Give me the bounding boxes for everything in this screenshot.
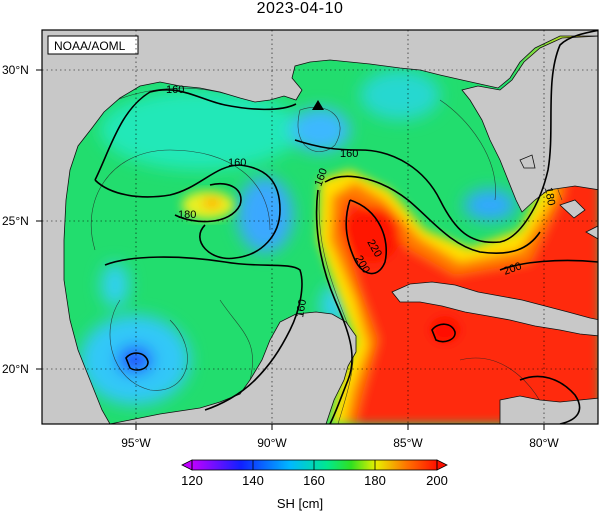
colorbar-tick: 180	[364, 473, 386, 488]
contour-label: 160	[294, 298, 309, 318]
contour-label: 180	[542, 186, 557, 206]
lat-label: 30°N	[2, 63, 29, 77]
major-contours	[94, 30, 598, 424]
map-field: NOAA/AOML 160 160 160 180 160 160 200 22…	[42, 30, 598, 424]
contour-label: 160	[313, 167, 331, 188]
colorbar	[181, 459, 448, 471]
attribution-box: NOAA/AOML	[47, 35, 139, 55]
contour-label: 160	[340, 148, 358, 160]
contour-label: 180	[178, 209, 196, 221]
colorbar-min-arrow	[181, 459, 193, 471]
lon-label: 85°W	[393, 436, 423, 450]
lon-label: 95°W	[121, 436, 151, 450]
longitude-labels: 95°W 90°W 85°W 80°W	[121, 436, 559, 450]
contour-labels: 160 160 160 180 160 160 200 220 200 180	[166, 84, 557, 319]
latitude-labels: 30°N 25°N 20°N	[2, 63, 29, 376]
colorbar-max-arrow	[436, 459, 448, 471]
contour-label: 160	[166, 84, 184, 96]
lon-label: 80°W	[529, 436, 559, 450]
colorbar-tick: 120	[181, 473, 203, 488]
lat-label: 25°N	[2, 214, 29, 228]
attribution-text: NOAA/AOML	[54, 39, 126, 53]
lon-label: 90°W	[257, 436, 287, 450]
map-frame	[41, 29, 599, 425]
colorbar-label: SH [cm]	[276, 496, 324, 511]
contour-label: 160	[228, 157, 246, 169]
map-title: 2023-04-10	[256, 0, 344, 17]
cool-anomalies	[80, 70, 516, 405]
triangle-icon	[312, 100, 324, 110]
contour-label: 200	[502, 260, 523, 278]
warm-eddy-west	[182, 191, 234, 219]
colorbar-gradient	[191, 459, 438, 471]
colorbar-tick: 160	[303, 473, 325, 488]
colorbar-tick: 140	[242, 473, 264, 488]
lat-label: 20°N	[2, 362, 29, 376]
colorbar-tick: 200	[426, 473, 448, 488]
axis-ticks	[36, 69, 545, 430]
landmass	[42, 30, 598, 424]
colorbar-ticks: 120 140 160 180 200	[0, 473, 600, 489]
